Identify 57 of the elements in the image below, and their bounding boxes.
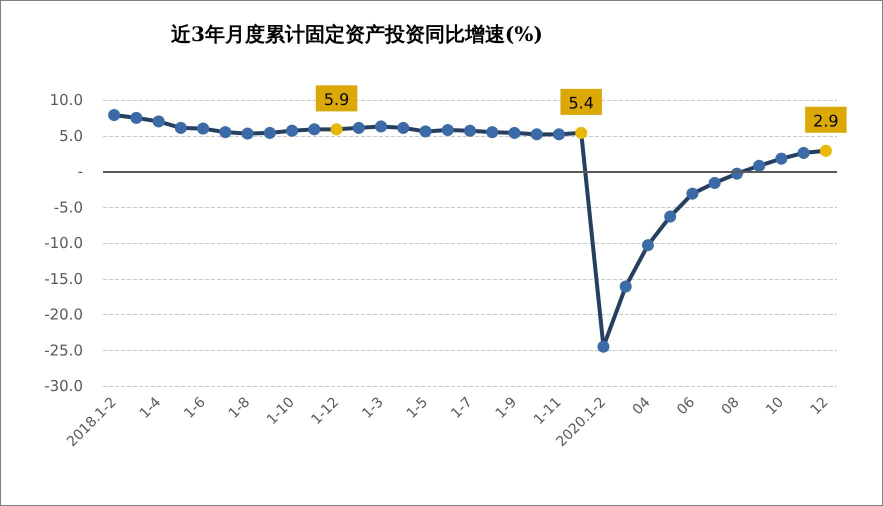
point — [219, 126, 232, 138]
x-tick-label: 1-5 — [404, 394, 432, 422]
point — [552, 128, 565, 140]
point — [197, 122, 210, 135]
point — [308, 123, 320, 136]
y-tick-label: -5.0 — [54, 198, 83, 216]
point — [174, 122, 187, 134]
x-tick-label: 1-6 — [181, 394, 209, 422]
point — [664, 210, 676, 223]
point — [597, 340, 610, 353]
chart-title: 近3年月度累计固定资产投资同比增速(%) — [170, 22, 543, 46]
x-tick-label: 10 — [763, 394, 788, 418]
y-tick-label: -20.0 — [44, 306, 83, 324]
y-tick-label: 10.0 — [50, 91, 83, 109]
x-tick-label: 1-9 — [492, 394, 520, 422]
y-tick-label: -15.0 — [44, 270, 83, 288]
y-tick-label: - — [78, 162, 83, 180]
point — [686, 188, 698, 200]
y-tick-label: -10.0 — [44, 234, 83, 252]
y-tick-label: -25.0 — [44, 341, 83, 360]
point — [575, 126, 588, 139]
x-tick-label: 04 — [630, 394, 654, 418]
point — [820, 144, 832, 157]
point — [775, 152, 788, 165]
point — [375, 120, 388, 132]
y-tick-label: 5.0 — [59, 126, 83, 145]
point — [130, 112, 142, 124]
point — [530, 128, 543, 140]
x-tick-label: 1-3 — [359, 394, 387, 422]
point — [286, 124, 298, 137]
x-tick-label: 12 — [808, 394, 832, 418]
point — [464, 124, 476, 137]
y-tick-label: -30.0 — [44, 377, 83, 395]
point — [242, 128, 254, 140]
x-tick-label: 1-8 — [226, 394, 254, 422]
point — [420, 125, 432, 138]
point — [620, 280, 632, 293]
x-tick-label: 1-7 — [448, 394, 476, 422]
data-label: 5.4 — [568, 93, 594, 112]
x-tick-label: 06 — [674, 394, 698, 418]
point — [798, 146, 810, 159]
point — [508, 126, 520, 139]
point — [352, 122, 365, 134]
point — [486, 126, 498, 138]
point — [264, 126, 276, 139]
data-label: 2.9 — [813, 111, 839, 130]
point — [152, 115, 165, 128]
x-tick-label: 08 — [718, 394, 743, 418]
data-label: 5.9 — [324, 90, 350, 109]
point — [108, 109, 120, 122]
point — [753, 160, 766, 172]
point — [330, 123, 343, 136]
point — [708, 176, 721, 189]
point — [642, 239, 654, 252]
point — [397, 122, 410, 134]
point — [442, 124, 454, 136]
x-tick-label: 1-4 — [136, 394, 164, 422]
